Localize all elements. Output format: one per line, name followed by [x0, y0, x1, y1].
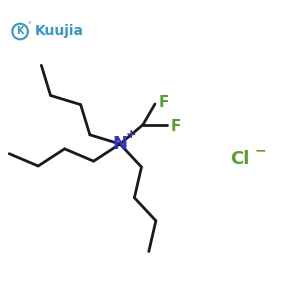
Text: F: F [159, 95, 169, 110]
Text: +: + [126, 128, 137, 141]
Text: K: K [16, 26, 24, 37]
Text: Cl: Cl [230, 150, 250, 168]
Text: °: ° [28, 22, 31, 28]
Text: Kuujia: Kuujia [34, 25, 83, 38]
Text: F: F [171, 119, 181, 134]
Text: N: N [112, 135, 128, 153]
Text: −: − [255, 143, 266, 157]
